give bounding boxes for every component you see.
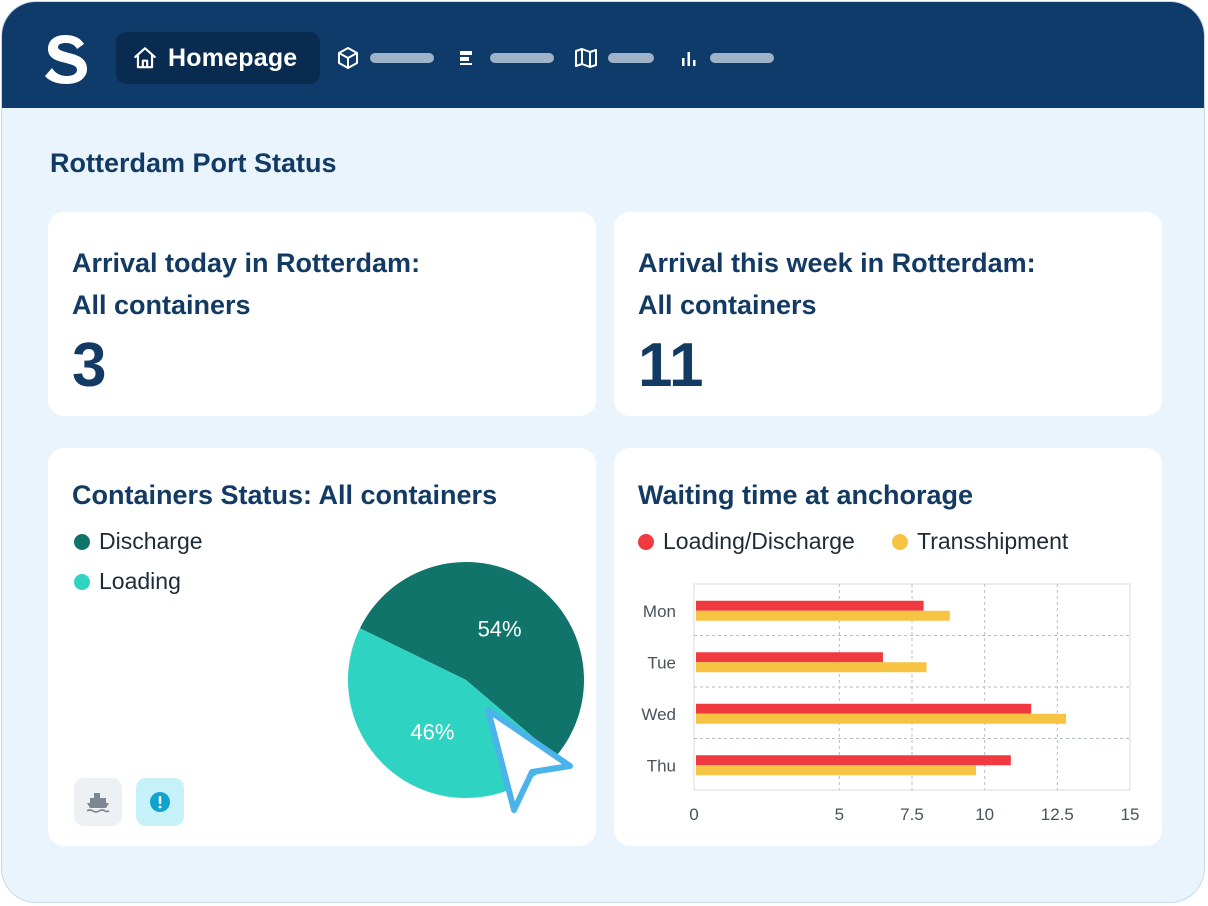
containers-status-title: Containers Status: All containers — [72, 480, 498, 510]
arrival-today-title-line2: All containers — [72, 290, 251, 320]
y-category-label: Mon — [643, 602, 676, 621]
ship-icon — [86, 793, 110, 813]
bar-loading-discharge-wed — [696, 703, 1032, 714]
nav-item-placeholder — [608, 53, 654, 63]
map-icon — [575, 48, 597, 68]
alert-icon — [150, 792, 170, 812]
legend-label: Discharge — [99, 528, 203, 554]
y-category-label: Wed — [641, 705, 676, 724]
nav-homepage-button[interactable]: Homepage — [116, 32, 320, 84]
waiting-time-bar-chart: 0 5 7.5 10 12.5 15 Mon Tue Wed Thu — [641, 583, 1140, 824]
bar-chart-icon — [682, 52, 696, 66]
legend-item-loading-discharge: Loading/Discharge — [638, 528, 855, 555]
x-tick-label: 10 — [975, 805, 994, 824]
arrival-week-title: Arrival this week in Rotterdam: All cont… — [638, 242, 1036, 326]
waiting-time-title: Waiting time at anchorage — [638, 480, 974, 510]
arrival-week-title-line2: All containers — [638, 290, 817, 320]
alert-chip[interactable] — [136, 778, 184, 826]
arrival-week-card: Arrival this week in Rotterdam: All cont… — [614, 212, 1162, 416]
y-category-label: Tue — [647, 653, 676, 672]
arrival-today-title: Arrival today in Rotterdam: All containe… — [72, 242, 420, 326]
arrival-today-count: 3 — [72, 331, 107, 400]
bar-transshipment-thu — [696, 765, 976, 776]
ship-chip[interactable] — [74, 778, 122, 826]
containers-status-card: Containers Status: All containers Discha… — [48, 448, 596, 846]
bar-loading-discharge-thu — [696, 755, 1011, 766]
x-tick-label: 12.5 — [1041, 805, 1074, 824]
bar-loading-discharge-mon — [696, 600, 924, 611]
legend-item-discharge: Discharge — [74, 528, 203, 555]
legend-label: Loading/Discharge — [663, 528, 855, 554]
nav-homepage-label: Homepage — [168, 43, 298, 72]
legend-swatch — [74, 573, 90, 590]
list-icon — [460, 51, 472, 65]
arrival-today-card: Arrival today in Rotterdam: All containe… — [48, 212, 596, 416]
pie-slice-discharge — [359, 562, 584, 757]
y-category-label: Thu — [647, 756, 676, 775]
legend-label: Loading — [99, 568, 181, 594]
legend-swatch — [74, 533, 90, 550]
bar-loading-discharge-tue — [696, 652, 883, 663]
arrival-week-title-line1: Arrival this week in Rotterdam: — [638, 248, 1036, 278]
nav-item-map[interactable] — [574, 46, 654, 70]
nav-item-placeholder — [370, 53, 434, 63]
nav-item-placeholder — [490, 53, 554, 63]
bar-transshipment-mon — [696, 610, 950, 621]
x-tick-label: 7.5 — [900, 805, 924, 824]
bar-transshipment-tue — [696, 662, 927, 673]
nav-item-chart[interactable] — [678, 46, 774, 70]
box-icon — [338, 47, 358, 69]
nav-item-placeholder — [710, 53, 774, 63]
x-tick-label: 0 — [689, 805, 698, 824]
page-title: Rotterdam Port Status — [50, 148, 337, 178]
home-icon — [134, 47, 156, 69]
pie-value-label: 46% — [410, 719, 454, 744]
waiting-time-card: Waiting time at anchorage Loading/Discha… — [614, 448, 1162, 846]
legend-swatch — [892, 533, 908, 550]
arrival-week-count: 11 — [638, 331, 704, 400]
x-tick-label: 5 — [835, 805, 844, 824]
bar-transshipment-wed — [696, 713, 1067, 724]
pie-value-label: 54% — [478, 617, 522, 642]
cursor-arrow-icon — [485, 707, 573, 813]
legend-item-loading: Loading — [74, 568, 181, 595]
legend-label: Transshipment — [917, 528, 1069, 554]
arrival-today-title-line1: Arrival today in Rotterdam: — [72, 248, 421, 278]
legend-swatch — [638, 533, 654, 550]
legend-item-transshipment: Transshipment — [892, 528, 1068, 555]
x-tick-label: 15 — [1121, 805, 1140, 824]
app-logo[interactable] — [42, 32, 92, 84]
nav-item-list[interactable] — [458, 46, 554, 70]
top-navbar: Homepage — [2, 2, 1204, 108]
nav-item-box[interactable] — [336, 46, 434, 70]
